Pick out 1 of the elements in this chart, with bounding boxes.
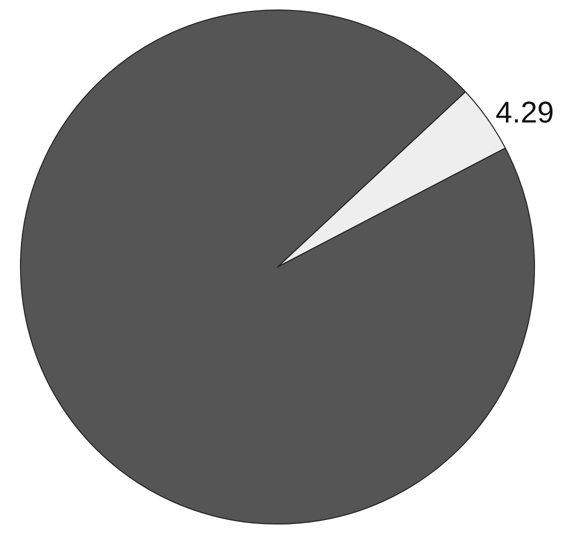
data-label: 4.29: [496, 96, 554, 130]
